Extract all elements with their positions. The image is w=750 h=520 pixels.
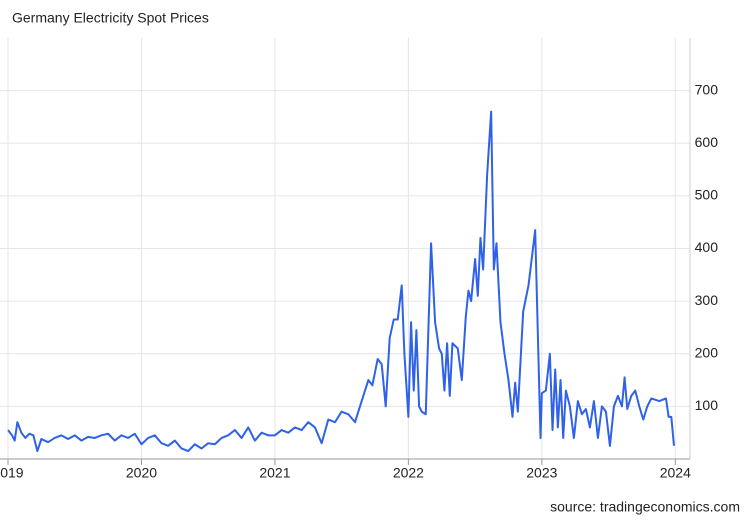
chart-title: Germany Electricity Spot Prices bbox=[12, 10, 209, 26]
y-tick-label: 700 bbox=[695, 81, 719, 97]
x-tick-label: 2023 bbox=[526, 465, 557, 481]
price-line bbox=[7, 110, 675, 453]
y-tick-label: 200 bbox=[695, 344, 719, 360]
source: source: tradingeconomics.com bbox=[550, 499, 740, 515]
y-tick-label: 100 bbox=[695, 397, 719, 413]
x-tick-label: 2019 bbox=[0, 465, 24, 481]
x-tick-label: 2020 bbox=[126, 465, 157, 481]
x-tick-label: 2024 bbox=[660, 465, 691, 481]
x-tick-label: 2021 bbox=[259, 465, 290, 481]
x-tick-label: 2022 bbox=[393, 465, 424, 481]
y-tick-label: 400 bbox=[695, 239, 719, 255]
y-tick-label: 600 bbox=[695, 134, 719, 150]
y-tick-label: 300 bbox=[695, 292, 719, 308]
y-tick-label: 500 bbox=[695, 187, 719, 203]
